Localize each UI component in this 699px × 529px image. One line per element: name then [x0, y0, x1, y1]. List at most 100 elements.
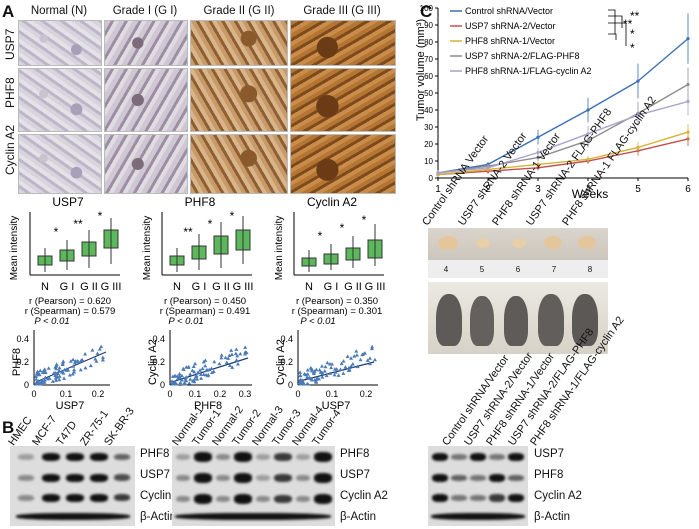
scatter-point [38, 368, 43, 373]
scatter-point [36, 370, 41, 375]
ihc-col-grade3: Grade III (G III) [303, 5, 381, 17]
ihc-col-grade1: Grade I (G I) [112, 5, 178, 17]
scatter-point [347, 365, 352, 370]
scatter-point [99, 344, 104, 349]
y-tick-label: 10 [424, 157, 433, 166]
data-point [536, 166, 540, 170]
sig-star: * [630, 27, 635, 41]
cat-label: G III [101, 281, 122, 293]
scatter-point [207, 367, 212, 372]
blot-band [314, 452, 332, 462]
blot-band [256, 496, 270, 502]
blot-band [508, 494, 524, 502]
scatter-point [57, 377, 62, 382]
y-tick-label: 0 [429, 174, 434, 183]
blot-band [432, 474, 448, 482]
scatter-phf8-cyclin: Cyclin A2 0 0.2 0.4 0 0.1 0.2 0.3 PHF8 [147, 330, 252, 412]
scatter-point [320, 371, 325, 376]
scatter-point [229, 352, 234, 356]
scatter-point [50, 379, 55, 383]
scatter-point [97, 347, 102, 351]
scatter-point [235, 361, 240, 366]
scatter-point [188, 377, 193, 381]
y-tick: 0.4 [152, 334, 165, 344]
scatter-point [94, 359, 99, 363]
blot-band [42, 494, 60, 502]
scatter-point [43, 375, 48, 379]
chart-xlabel: Weeks [572, 187, 608, 200]
cat-label: G III [233, 281, 254, 293]
boxplot-title: USP7 [52, 195, 84, 209]
blot-band [234, 494, 252, 504]
x-tick-label: 6 [685, 184, 691, 195]
blot-band [216, 454, 230, 460]
scatter-point [209, 366, 214, 371]
scatter-point [349, 356, 354, 360]
blot-label: PHF8 [140, 448, 170, 460]
scatter-point [307, 375, 312, 380]
scatter-point [349, 364, 354, 368]
scatter-point [182, 380, 187, 384]
tumor-sample [476, 238, 490, 248]
sig-star: ** [183, 225, 193, 239]
data-point [686, 37, 690, 41]
scatter-point [345, 354, 350, 358]
scatter-point [234, 347, 239, 351]
scatter-xlabel: PHF8 [194, 400, 222, 412]
ihc-image-cyclin-g1 [104, 134, 188, 194]
scatter-point [83, 352, 88, 356]
x-tick: 0.1 [60, 389, 73, 399]
blot-band [489, 454, 505, 460]
scatter-point [322, 369, 327, 373]
cat-label: G I [324, 281, 339, 293]
scatter-point [173, 374, 178, 378]
scatter-point [57, 374, 62, 378]
scatter-point [68, 359, 73, 363]
scatter-point [54, 364, 59, 368]
scatter-point [170, 379, 175, 383]
fit-line [35, 351, 107, 383]
scatter-point [36, 379, 41, 383]
sig-star: * [630, 41, 635, 55]
data-point [586, 132, 590, 136]
scatter-point [83, 365, 88, 370]
blot-label: PHF8 [340, 448, 370, 460]
cat-label: G I [60, 281, 75, 293]
data-point [586, 157, 590, 161]
scatter-point [227, 363, 232, 368]
scatter-point [305, 367, 310, 372]
scatter-point [184, 365, 189, 369]
series-line-1 [437, 38, 689, 174]
scatter-point [238, 351, 243, 356]
legend-label: USP7 shRNA-2/Vector [465, 21, 556, 31]
x-tick: 0 [295, 389, 300, 399]
y-tick-label: 60 [424, 72, 433, 81]
scatter-point [200, 366, 205, 371]
scatter-point [319, 364, 324, 368]
blot-band [114, 454, 130, 460]
legend-label: PHF8 shRNA-1/Vector [465, 36, 555, 46]
scatter-point [309, 366, 314, 371]
blot-band [451, 454, 467, 460]
scatter-point [298, 377, 303, 382]
fit-line [299, 361, 375, 382]
scatter-point [203, 363, 208, 368]
scatter-point [224, 360, 229, 364]
scatter-point [369, 346, 374, 351]
ihc-row-usp7: USP7 [3, 28, 17, 60]
ruler: 4 5 6 7 8 [428, 260, 608, 278]
scatter-point [195, 370, 200, 375]
sig-star: * [318, 229, 323, 243]
y-tick-label: 30 [424, 123, 433, 132]
blot-band [176, 496, 190, 502]
data-point [536, 150, 540, 155]
y-tick-label: 70 [424, 55, 433, 64]
scatter-point [53, 373, 58, 378]
blot-band [274, 453, 292, 461]
scatter-point [233, 351, 238, 356]
blot-band [114, 494, 130, 501]
boxplot-title: PHF8 [185, 195, 216, 209]
scatter-point [219, 353, 224, 357]
y-tick: 0 [24, 380, 29, 390]
blot-band [16, 513, 130, 520]
